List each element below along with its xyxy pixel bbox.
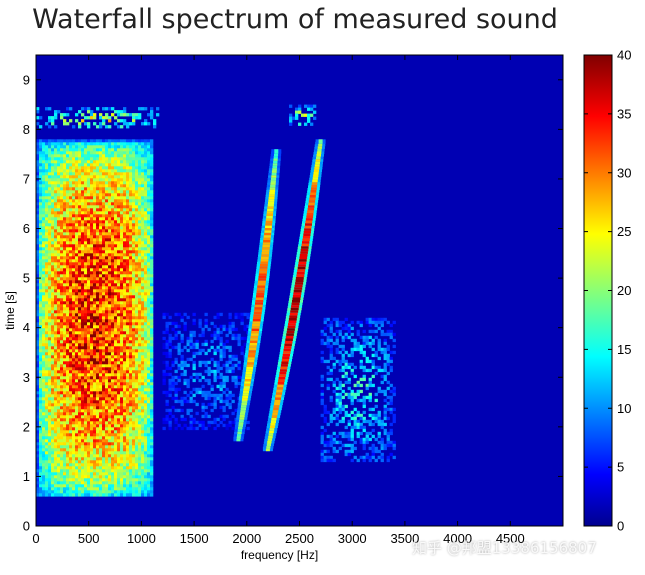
y-tick-label-4: 4	[23, 320, 30, 335]
y-tick-label-5: 5	[23, 271, 30, 286]
plot-area	[36, 55, 563, 526]
sweep-2	[262, 139, 326, 452]
colorbar-tick-label-8: 40	[617, 48, 631, 63]
y-tick-label-7: 7	[23, 171, 30, 186]
y-tick-label-2: 2	[23, 419, 30, 434]
x-tick-label-3: 1500	[180, 531, 209, 546]
y-tick-label-9: 9	[23, 72, 30, 87]
y-tick-label-8: 8	[23, 122, 30, 137]
region-1	[36, 139, 154, 497]
region-2	[36, 107, 160, 129]
colorbar-tick-label-3: 15	[617, 342, 631, 357]
x-tick-label-1: 500	[78, 531, 100, 546]
colorbar-tick-label-4: 20	[617, 283, 631, 298]
x-tick-label-8: 4000	[443, 531, 472, 546]
x-tick-label-4: 2000	[232, 531, 261, 546]
colorbar: 0 5 10 15 20 25 30 35 40	[583, 48, 631, 534]
watermark: 知乎 @邦盟13386156807	[412, 539, 597, 557]
y-tick-label-6: 6	[23, 221, 30, 236]
x-tick-label-7: 3500	[390, 531, 419, 546]
y-tick-label-3: 3	[23, 370, 30, 385]
region-5	[320, 317, 396, 463]
axes: 0 500 1000 1500 2000 2500 3000 3500 4000 4500 0 1 2 3…	[3, 54, 564, 562]
x-tick-label-5: 2500	[285, 531, 314, 546]
colorbar-tick-label-2: 10	[617, 401, 631, 416]
colorbar-tick-label-7: 35	[617, 106, 631, 121]
x-tick-label-0: 0	[32, 531, 39, 546]
colorbar-scale	[583, 54, 613, 527]
region-4	[162, 312, 250, 431]
y-tick-label-1: 1	[23, 469, 30, 484]
x-tick-label-6: 3000	[338, 531, 367, 546]
chart-title: Waterfall spectrum of measured sound	[32, 4, 558, 35]
colorbar-tick-label-5: 25	[617, 224, 631, 239]
x-tick-label-9: 4500	[496, 531, 525, 546]
colorbar-tick-label-6: 30	[617, 165, 631, 180]
x-axis-label: frequency [Hz]	[241, 548, 318, 562]
colorbar-tick-label-0: 0	[617, 519, 624, 534]
y-axis-label: time [s]	[3, 291, 17, 330]
x-tick-label-2: 1000	[127, 531, 156, 546]
region-3	[289, 104, 317, 126]
sweep-1	[233, 149, 282, 442]
y-tick-label-0: 0	[23, 519, 30, 534]
colorbar-tick-label-1: 5	[617, 460, 624, 475]
